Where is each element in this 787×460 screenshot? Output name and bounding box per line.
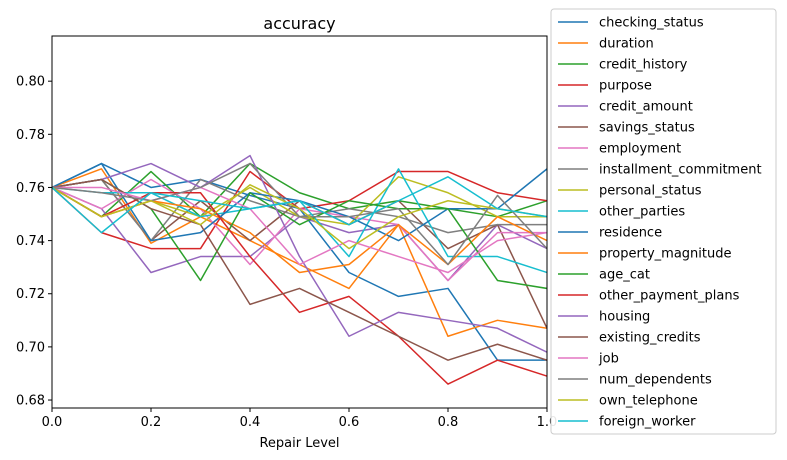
series-line-housing <box>52 154 547 354</box>
x-tick-label: 0.4 <box>240 415 261 430</box>
series-line-other-payment-plans <box>52 186 547 385</box>
legend-label-other-payment-plans: other_payment_plans <box>599 289 740 304</box>
legend: checking_status duration credit_historypur… <box>550 8 777 435</box>
legend-label-foreign-worker: foreign_worker <box>599 415 696 430</box>
y-tick-label: 0.68 <box>16 394 45 409</box>
legend-label-purpose: purpose <box>599 79 652 94</box>
series-line-foreign-worker <box>52 176 547 234</box>
legend-label-employment: employment <box>599 142 681 157</box>
y-tick-label: 0.74 <box>16 234 45 249</box>
x-tick-label: 0.8 <box>438 415 459 430</box>
legend-label-age-cat: age_cat <box>599 268 650 283</box>
legend-label-savings-status: savings_status <box>599 121 695 136</box>
chart-title: accuracy <box>263 14 335 33</box>
x-tick-label: 0.2 <box>141 415 162 430</box>
legend-label-other-parties: other_parties <box>599 205 685 220</box>
series-layer <box>52 154 547 385</box>
legend-label-residence: residence <box>599 226 662 241</box>
x-tick-label: 0.6 <box>339 415 360 430</box>
y-tick-label: 0.70 <box>16 340 45 355</box>
x-axis: 0.0 0.2 0.4 0.6 0.8 1.0 <box>42 408 557 430</box>
y-tick-label: 0.76 <box>16 181 45 196</box>
legend-label-personal-status: personal_status <box>599 184 702 199</box>
legend-label-installment-commitment: installment_commitment <box>599 163 762 178</box>
legend-label-checking-status: checking_status <box>599 16 704 31</box>
x-axis-title: Repair Level <box>259 436 339 451</box>
legend-label-job: job <box>598 352 619 367</box>
series-line-installment-commitment <box>52 178 547 242</box>
y-axis: 0.68 0.70 0.72 0.74 0.76 0.78 0.80 <box>16 75 52 409</box>
legend-label-num-dependents: num_dependents <box>599 373 712 388</box>
legend-items: checking_status duration credit_historypur… <box>558 16 762 430</box>
legend-label-credit-amount: credit_amount <box>599 100 693 115</box>
y-tick-label: 0.78 <box>16 128 45 143</box>
y-tick-label: 0.80 <box>16 75 45 90</box>
x-tick-label: 0.0 <box>42 415 63 430</box>
legend-label-housing: housing <box>599 310 650 325</box>
series-line-credit-history <box>52 162 547 218</box>
legend-frame <box>550 8 777 435</box>
legend-label-property-magnitude: property_magnitude <box>599 247 731 262</box>
legend-label-credit-history: credit_history <box>599 58 688 73</box>
legend-label-own-telephone: own_telephone <box>599 394 698 409</box>
series-line-num-dependents <box>52 162 547 266</box>
series-line-existing-credits <box>52 178 547 361</box>
plot-frame <box>51 35 548 409</box>
series-line-job <box>52 186 547 274</box>
legend-label-existing-credits: existing_credits <box>599 331 701 346</box>
y-tick-label: 0.72 <box>16 287 45 302</box>
legend-label-duration: duration <box>599 37 654 52</box>
